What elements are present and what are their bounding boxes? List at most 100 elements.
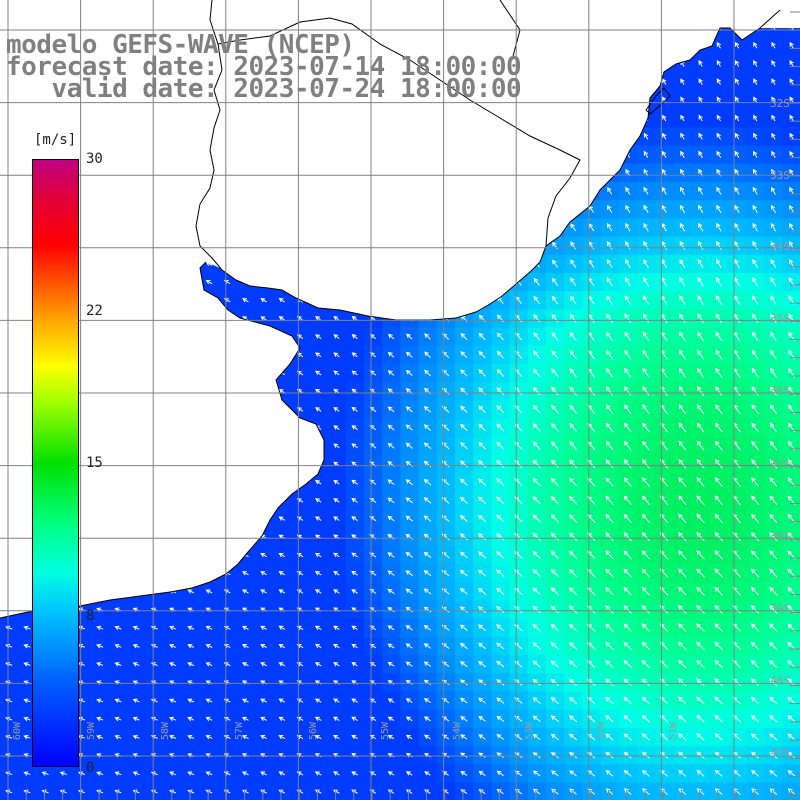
- wind-arrow: [606, 222, 613, 232]
- wind-arrow: [496, 569, 505, 577]
- wind-arrow: [568, 550, 578, 560]
- lon-label: 52W: [596, 721, 607, 740]
- wind-arrow: [714, 733, 723, 741]
- wind-arrow: [460, 405, 468, 413]
- wind-arrow: [698, 96, 703, 104]
- wind-arrow: [696, 623, 705, 633]
- wind-arrow: [205, 644, 213, 649]
- wind-arrow: [387, 479, 395, 486]
- wind-arrow: [641, 495, 651, 506]
- wind-arrow: [405, 351, 413, 358]
- wind-arrow: [333, 479, 340, 485]
- wind-arrow: [260, 771, 267, 776]
- wind-arrow: [696, 605, 705, 614]
- wind-arrow: [641, 605, 651, 614]
- wind-arrow: [260, 571, 267, 576]
- wind-arrow: [478, 661, 487, 668]
- wind-arrow: [351, 625, 358, 631]
- wind-arrow: [424, 771, 431, 776]
- wind-arrow: [697, 295, 704, 305]
- wind-arrow: [606, 277, 613, 287]
- wind-arrow: [532, 733, 541, 741]
- wind-arrow: [387, 716, 395, 722]
- wind-arrow: [714, 769, 723, 777]
- wind-arrow: [241, 589, 249, 594]
- wind-arrow: [532, 587, 541, 596]
- wind-arrow: [696, 788, 705, 795]
- wind-arrow: [387, 370, 395, 376]
- wind-arrow: [714, 568, 723, 578]
- wind-arrow: [715, 349, 723, 360]
- wind-arrow: [679, 240, 686, 250]
- wind-arrow: [679, 331, 686, 342]
- wind-arrow: [550, 660, 560, 668]
- wind-arrow: [314, 498, 322, 503]
- wind-arrow: [789, 204, 795, 214]
- wind-arrow: [641, 714, 651, 723]
- wind-arrow: [679, 313, 686, 324]
- wind-arrow: [734, 222, 740, 232]
- wind-arrow: [568, 678, 578, 687]
- wind-arrow: [751, 788, 759, 795]
- wind-arrow: [459, 642, 468, 650]
- wind-arrow: [769, 495, 778, 506]
- wind-arrow: [459, 515, 468, 523]
- wind-arrow: [532, 770, 541, 777]
- wind-arrow: [642, 386, 650, 396]
- wind-arrow: [114, 771, 122, 776]
- wind-arrow: [678, 531, 687, 542]
- wind-arrow: [605, 513, 614, 524]
- wind-arrow: [606, 349, 614, 360]
- wind-arrow: [623, 531, 632, 542]
- wind-arrow: [96, 662, 104, 667]
- wind-arrow: [769, 623, 778, 632]
- wind-arrow: [787, 770, 796, 777]
- wind-arrow: [241, 771, 249, 776]
- wind-arrow: [789, 114, 794, 122]
- wind-arrow: [477, 587, 487, 595]
- wind-arrow: [624, 422, 632, 433]
- wind-arrow: [496, 532, 505, 541]
- wind-arrow: [351, 315, 358, 321]
- wind-arrow: [460, 369, 468, 377]
- wind-arrow: [333, 662, 340, 667]
- wind-arrow: [241, 698, 249, 703]
- wind-arrow: [333, 334, 340, 340]
- wind-arrow: [551, 368, 559, 378]
- wind-arrow: [478, 697, 486, 704]
- wind-arrow: [752, 222, 758, 232]
- wind-arrow: [569, 368, 577, 378]
- wind-arrow: [714, 513, 723, 524]
- wind-arrow: [405, 698, 413, 704]
- lon-label: 53W: [524, 721, 535, 740]
- wind-arrow: [477, 551, 487, 559]
- wind-arrow: [714, 714, 723, 723]
- wind-arrow: [569, 313, 577, 323]
- wind-arrow: [550, 441, 559, 451]
- wind-arrow: [696, 678, 705, 687]
- wind-arrow: [751, 440, 760, 451]
- wind-arrow: [478, 514, 487, 523]
- wind-arrow: [314, 516, 322, 521]
- wind-arrow: [496, 350, 504, 359]
- wind-arrow: [752, 204, 758, 214]
- wind-arrow: [771, 96, 776, 104]
- wind-arrow: [387, 734, 395, 740]
- wind-arrow: [697, 349, 705, 360]
- wind-arrow: [623, 605, 632, 614]
- wind-arrow: [769, 422, 778, 433]
- wind-arrow: [696, 714, 705, 723]
- wind-arrow: [496, 514, 505, 523]
- wind-arrow: [751, 477, 760, 487]
- wind-arrow: [405, 552, 413, 558]
- wind-arrow: [333, 589, 340, 594]
- wind-arrow: [315, 407, 322, 412]
- wind-arrow: [532, 441, 541, 450]
- lat-label: 35S: [770, 312, 790, 325]
- wind-arrow: [241, 662, 249, 667]
- wind-arrow: [205, 735, 213, 740]
- wind-arrow: [23, 716, 31, 722]
- wind-arrow: [680, 96, 685, 104]
- wind-arrow: [714, 659, 723, 669]
- wind-arrow: [771, 150, 776, 158]
